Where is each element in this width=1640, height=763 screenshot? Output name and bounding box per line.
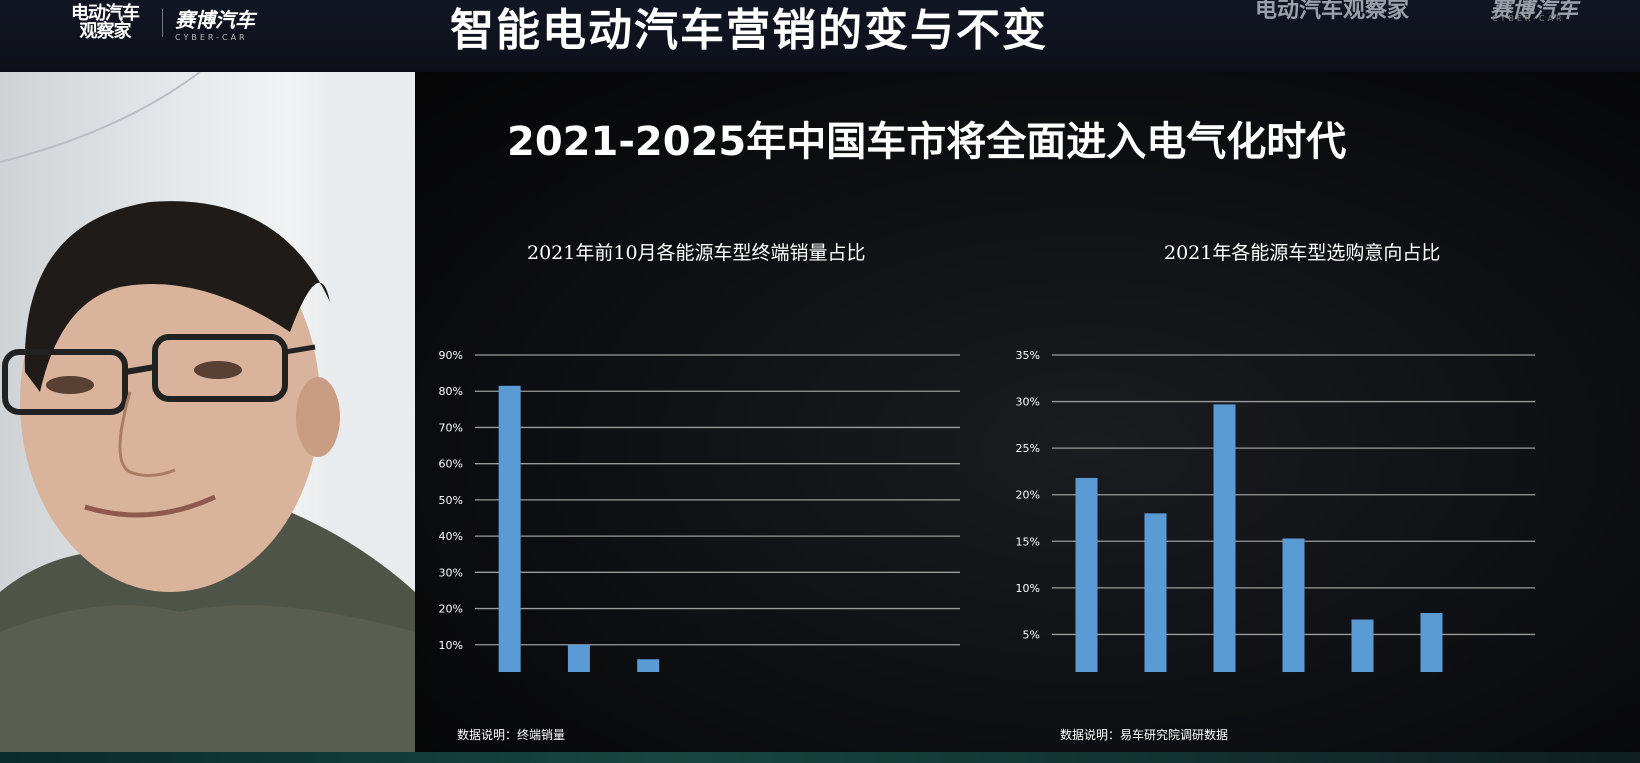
bar-1 [498,385,521,672]
y-tick-label: 40% [439,530,463,543]
logo-cyber-car: 赛博汽车 [175,8,255,32]
slide-title: 2021-2025年中国车市将全面进入电气化时代 [507,119,1347,165]
bar-2 [1144,513,1167,672]
bar-1 [1075,477,1098,672]
logo-line2: 观察家 [79,21,132,42]
bar-6 [1420,613,1443,672]
y-tick-label: 35% [1016,349,1040,362]
logo-cyber-car-sub: CYBER-CAR [175,33,248,42]
logo-ev-observer-right: 电动汽车观察家 [1255,0,1410,23]
y-tick-label: 10% [1016,582,1040,595]
presentation-slide: 2021-2025年中国车市将全面进入电气化时代 2021年前10月各能源车型终… [415,72,1640,752]
webcam-video [0,72,415,752]
chart-title-right: 2021年各能源车型选购意向占比 [1164,242,1441,264]
y-tick-label: 70% [439,421,463,434]
top-banner: 电动汽车 观察家 赛博汽车 CYBER-CAR 智能电动汽车营销的变与不变 电动… [0,0,1640,72]
data-note-right: 数据说明：易车研究院调研数据 [1060,728,1229,742]
bar-chart-left: 0%10%20%30%40%50%60%70%80%90%传统燃油车纯电油电混动… [439,349,960,672]
bar-2 [567,644,590,672]
y-tick-label: 20% [439,603,463,616]
speaker-portrait [0,72,415,752]
logo-line1: 电动汽车 [71,3,140,24]
y-tick-label: 25% [1016,442,1040,455]
y-tick-label: 20% [1016,489,1040,502]
y-tick-label: 5% [1023,628,1040,641]
data-note-left: 数据说明：终端销量 [457,728,566,742]
bar-4 [1282,538,1305,672]
bar-3 [1213,404,1236,672]
bar-3 [637,659,660,672]
y-tick-label: 30% [439,566,463,579]
bottom-bar [0,752,1640,763]
y-tick-label: 15% [1016,535,1040,548]
bar-chart-right: 0%5%10%15%20%25%30%35%传统燃油车纯电油电混动插电式增程式氢… [1016,349,1535,672]
y-tick-label: 60% [439,458,463,471]
chart-title-left: 2021年前10月各能源车型终端销量占比 [527,242,866,264]
y-tick-label: 80% [439,385,463,398]
bar-5 [1351,619,1374,672]
y-tick-label: 10% [439,639,463,652]
page-title: 智能电动汽车营销的变与不变 [450,5,1048,56]
logo-divider [162,9,163,37]
logo-ev-observer: 电动汽车 观察家 赛博汽车 CYBER-CAR [60,0,290,46]
y-tick-label: 30% [1016,396,1040,409]
logo-cyber-car-right: 赛博汽车 [1490,0,1579,23]
y-tick-label: 50% [439,494,463,507]
logo-cyber-car-right-sub: CYBER-CAR [1492,14,1565,23]
y-tick-label: 90% [439,349,463,362]
